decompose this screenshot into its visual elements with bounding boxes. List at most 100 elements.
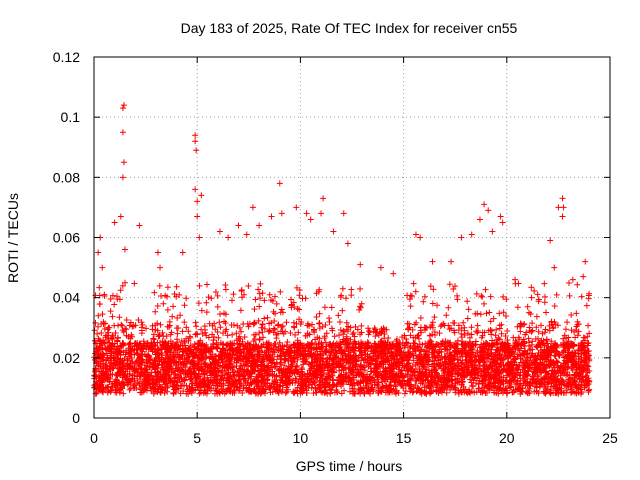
data-point (147, 364, 154, 371)
data-point (472, 353, 479, 360)
data-point (430, 387, 437, 394)
data-point (259, 358, 266, 365)
data-point (500, 309, 507, 316)
data-point (538, 322, 545, 329)
data-point (123, 326, 130, 333)
data-point (365, 325, 372, 332)
data-point (214, 292, 221, 299)
data-point (348, 286, 355, 293)
data-point (119, 282, 126, 289)
data-point (271, 293, 278, 300)
data-point (517, 375, 524, 382)
data-point (429, 319, 436, 326)
data-point (196, 282, 203, 289)
data-point (118, 321, 125, 328)
data-point (412, 334, 419, 341)
data-point (141, 362, 148, 369)
data-point (224, 332, 231, 339)
data-point (496, 310, 503, 317)
data-point (464, 330, 471, 337)
data-point (578, 293, 585, 300)
data-point (331, 333, 338, 340)
data-point (170, 303, 177, 310)
data-point (568, 312, 575, 319)
data-point (284, 386, 291, 393)
data-point (533, 324, 540, 331)
data-point (572, 378, 579, 385)
data-point (358, 357, 365, 364)
data-point (138, 324, 145, 331)
data-point (261, 297, 268, 304)
data-point (355, 388, 362, 395)
data-point (278, 306, 285, 313)
data-point (486, 309, 493, 316)
data-point (348, 292, 355, 299)
data-point (541, 293, 548, 300)
data-point (230, 321, 237, 328)
data-point (504, 328, 511, 335)
data-point (212, 289, 219, 295)
data-point (177, 390, 184, 397)
data-point (181, 302, 188, 309)
data-point (500, 293, 507, 300)
data-point (162, 292, 169, 299)
data-point (256, 329, 263, 336)
data-point (552, 353, 559, 360)
data-point (420, 298, 427, 305)
data-point (244, 340, 251, 347)
data-point (347, 336, 354, 343)
data-point (543, 309, 550, 316)
data-point (279, 309, 286, 316)
data-point (271, 378, 278, 385)
data-point (309, 321, 316, 328)
data-point (468, 379, 475, 386)
data-point (385, 346, 392, 353)
data-point (468, 324, 475, 331)
data-point (542, 326, 549, 333)
data-point (138, 319, 145, 326)
data-point (553, 291, 560, 298)
data-point (94, 330, 101, 337)
data-point (126, 322, 133, 329)
data-point (122, 325, 129, 332)
data-point (264, 314, 271, 321)
data-point (109, 313, 116, 320)
data-point (131, 280, 138, 287)
data-point (367, 361, 374, 368)
data-point (156, 282, 163, 289)
data-point (98, 329, 105, 336)
data-point (483, 310, 490, 317)
data-point (495, 335, 502, 342)
data-point (95, 312, 102, 319)
data-point (117, 287, 124, 294)
data-point (296, 306, 303, 313)
data-point (548, 318, 555, 325)
data-point (446, 326, 453, 333)
data-points (91, 102, 593, 397)
data-point (261, 325, 268, 332)
data-point (401, 351, 408, 358)
data-point (251, 306, 258, 313)
data-point (159, 329, 166, 336)
data-point (585, 322, 592, 329)
data-point (266, 291, 273, 298)
data-point (502, 333, 509, 340)
data-point (198, 326, 205, 333)
data-point (171, 291, 178, 298)
data-point (107, 308, 114, 315)
data-point (316, 319, 323, 326)
data-point (187, 342, 194, 349)
data-point (361, 367, 368, 374)
data-point (474, 375, 481, 382)
data-point (417, 315, 424, 322)
data-point (95, 323, 102, 330)
data-point (217, 324, 224, 331)
data-point (266, 327, 273, 334)
data-point (426, 389, 433, 396)
data-point (524, 303, 531, 310)
data-point (257, 280, 264, 287)
data-point (481, 300, 488, 307)
chart-title: Day 183 of 2025, Rate Of TEC Index for r… (181, 20, 518, 36)
data-point (385, 335, 392, 342)
